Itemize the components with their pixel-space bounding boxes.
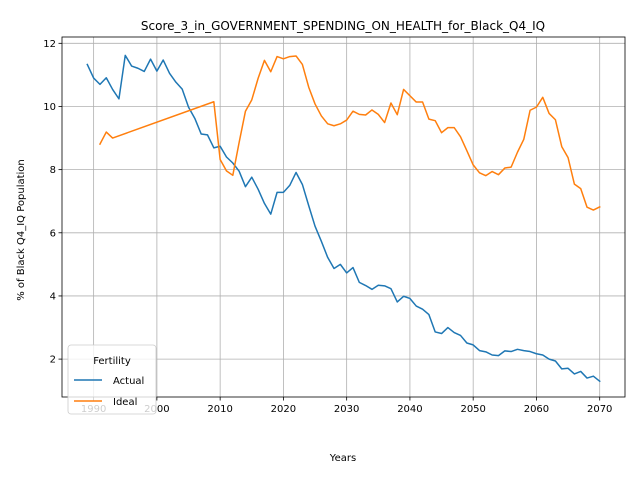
y-tick-label: 4	[50, 291, 56, 302]
y-tick-label: 8	[50, 165, 56, 176]
chart-title: Score_3_in_GOVERNMENT_SPENDING_ON_HEALTH…	[141, 19, 545, 33]
x-axis-label: Years	[329, 453, 356, 464]
axis-ticks: 1990200020102020203020402050206020702468…	[43, 39, 612, 415]
y-tick-label: 2	[50, 355, 56, 366]
y-tick-label: 10	[43, 102, 56, 113]
legend-label-ideal: Ideal	[113, 397, 137, 408]
legend-box	[67, 344, 157, 415]
legend-label-actual: Actual	[113, 376, 144, 387]
legend-title: Fertility	[93, 356, 131, 367]
series-line-ideal	[98, 55, 601, 211]
series-layer	[86, 54, 601, 383]
x-tick-label: 2010	[207, 404, 232, 415]
x-tick-label: 2070	[587, 404, 612, 415]
x-tick-label: 2020	[271, 404, 296, 415]
x-tick-label: 2030	[334, 404, 359, 415]
y-axis-label: % of Black Q4_IQ Population	[16, 159, 27, 301]
x-tick-label: 2050	[460, 404, 485, 415]
legend: Fertility Actual Ideal	[67, 344, 157, 415]
x-tick-label: 2040	[397, 404, 422, 415]
series-line-actual	[86, 54, 601, 383]
plot-frame	[61, 36, 626, 398]
x-tick-label: 2060	[524, 404, 549, 415]
y-tick-label: 12	[43, 39, 56, 50]
y-tick-label: 6	[50, 228, 56, 239]
grid	[62, 37, 625, 397]
x-tick-label: 2000	[144, 404, 169, 415]
